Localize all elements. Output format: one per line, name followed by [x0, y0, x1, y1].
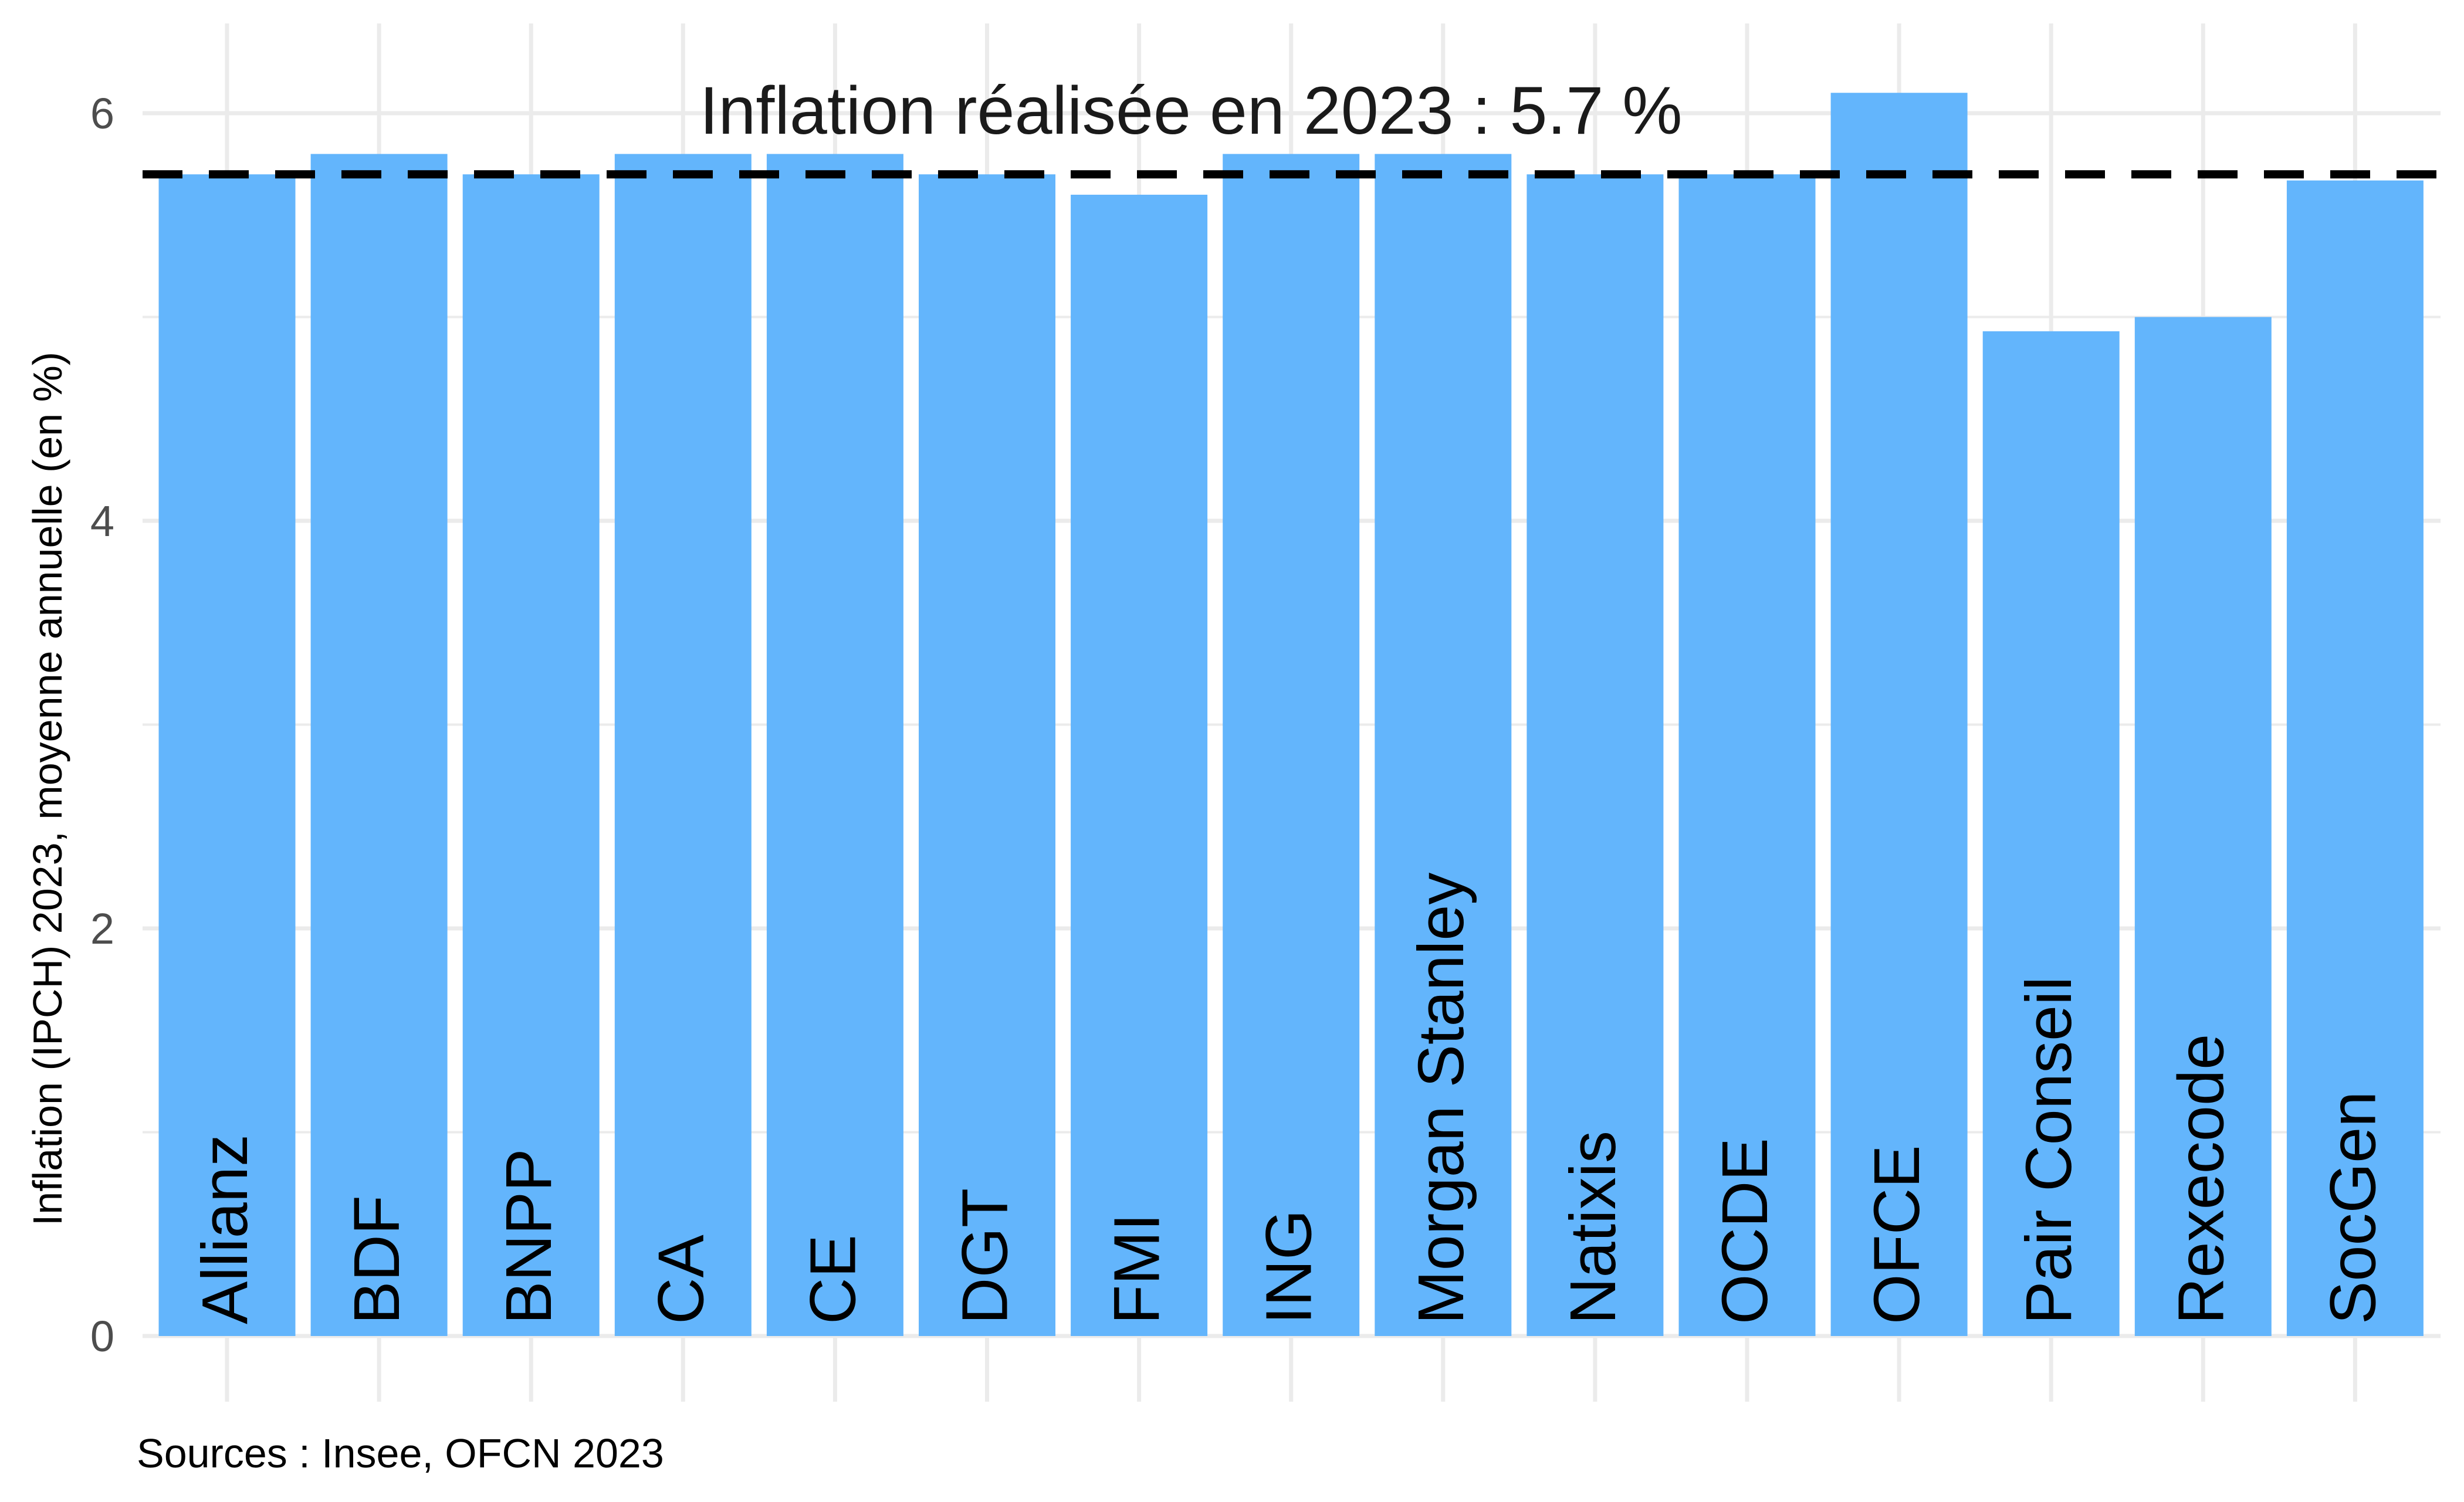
category-label: CA [645, 1235, 717, 1324]
bar [1982, 331, 2120, 1337]
y-axis-title: Inflation (IPCH) 2023, moyenne annuelle … [25, 352, 70, 1226]
bar [1223, 154, 1360, 1336]
category-label: BNPP [493, 1148, 565, 1324]
category-label: Natixis [1557, 1131, 1629, 1324]
category-label: OFCE [1861, 1145, 1933, 1324]
category-label: Rexecode [2165, 1034, 2237, 1324]
category-label: OCDE [1709, 1138, 1781, 1324]
y-tick-label: 2 [90, 904, 114, 953]
bars [158, 93, 2424, 1337]
category-label: Allianz [189, 1134, 261, 1324]
category-label: ING [1253, 1209, 1325, 1324]
bar [2134, 317, 2272, 1336]
category-label: SocGen [2317, 1091, 2389, 1324]
y-tick-label: 0 [90, 1312, 114, 1361]
bar [158, 174, 296, 1336]
category-label: FMI [1101, 1213, 1173, 1324]
source-caption: Sources : Insee, OFCN 2023 [137, 1430, 664, 1476]
bar [462, 174, 600, 1336]
bar [1375, 154, 1512, 1336]
category-labels: Allianz BDF BNPP CA CE DGT FMI ING Morgan Stanle… [189, 873, 2389, 1324]
y-axis-ticks: 0 2 4 6 [90, 89, 114, 1361]
annotation-text: Inflation réalisée en 2023 : 5.7 % [699, 73, 1682, 148]
bar [2286, 180, 2424, 1336]
category-label: BDF [341, 1195, 413, 1324]
bar [1527, 174, 1664, 1336]
y-tick-label: 6 [90, 89, 114, 138]
bar [614, 154, 752, 1336]
bar [1830, 93, 1968, 1336]
category-label: Pair Conseil [2013, 977, 2085, 1324]
category-label: CE [797, 1235, 869, 1324]
category-label: Morgan Stanley [1405, 873, 1477, 1324]
bar [310, 154, 448, 1336]
bar [919, 174, 1055, 1336]
bar [1071, 195, 1208, 1336]
bar [1678, 174, 1816, 1336]
bar [766, 154, 903, 1336]
category-label: DGT [949, 1188, 1021, 1324]
y-tick-label: 4 [90, 497, 114, 545]
